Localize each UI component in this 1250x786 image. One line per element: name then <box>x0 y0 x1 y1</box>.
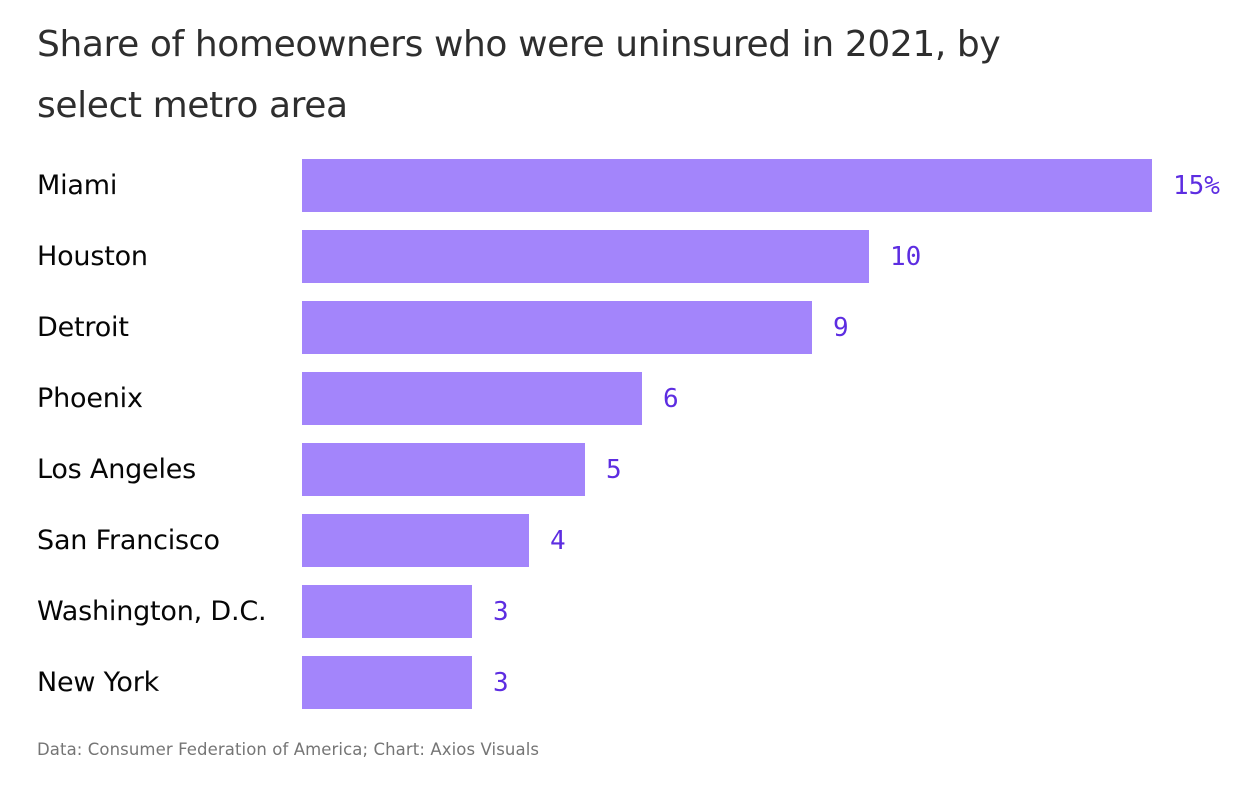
bar <box>302 514 529 567</box>
bar-track: 4 <box>302 514 566 567</box>
bar-track: 3 <box>302 585 509 638</box>
value-label: 6 <box>663 383 679 414</box>
value-label: 4 <box>550 525 566 556</box>
value-label: 3 <box>493 596 509 627</box>
bar <box>302 230 869 283</box>
bar <box>302 585 472 638</box>
category-label: Detroit <box>37 312 129 343</box>
bar-track: 3 <box>302 656 509 709</box>
value-label: 3 <box>493 667 509 698</box>
bar-row: Washington, D.C. 3 <box>37 585 1250 638</box>
bar-chart: Miami 15% Houston 10 Detroit 9 Phoenix 6 Los Ang… <box>37 159 1250 709</box>
chart-title-line-1: Share of homeowners who were uninsured i… <box>37 24 1001 65</box>
category-label: New York <box>37 667 160 698</box>
chart-title: Share of homeowners who were uninsured i… <box>37 14 1250 136</box>
bar-row: San Francisco 4 <box>37 514 1250 567</box>
chart-title-line-2: select metro area <box>37 85 348 126</box>
bar-row: New York 3 <box>37 656 1250 709</box>
bar-row: Los Angeles 5 <box>37 443 1250 496</box>
bar <box>302 301 812 354</box>
bar-row: Detroit 9 <box>37 301 1250 354</box>
category-label: Los Angeles <box>37 454 197 485</box>
bar-row: Houston 10 <box>37 230 1250 283</box>
bar-track: 9 <box>302 301 849 354</box>
bar <box>302 656 472 709</box>
value-label: 9 <box>833 312 849 343</box>
bar-track: 15% <box>302 159 1220 212</box>
bar <box>302 443 585 496</box>
category-label: San Francisco <box>37 525 220 556</box>
bar <box>302 159 1152 212</box>
category-label: Miami <box>37 170 118 201</box>
bar-track: 6 <box>302 372 679 425</box>
value-label: 15% <box>1173 170 1220 201</box>
bar-row: Miami 15% <box>37 159 1250 212</box>
bar-track: 10 <box>302 230 921 283</box>
value-label: 10 <box>890 241 922 272</box>
category-label: Washington, D.C. <box>37 596 267 627</box>
category-label: Phoenix <box>37 383 143 414</box>
chart-source: Data: Consumer Federation of America; Ch… <box>37 740 540 759</box>
bar <box>302 372 642 425</box>
category-label: Houston <box>37 241 148 272</box>
bar-row: Phoenix 6 <box>37 372 1250 425</box>
value-label: 5 <box>606 454 622 485</box>
bar-track: 5 <box>302 443 622 496</box>
